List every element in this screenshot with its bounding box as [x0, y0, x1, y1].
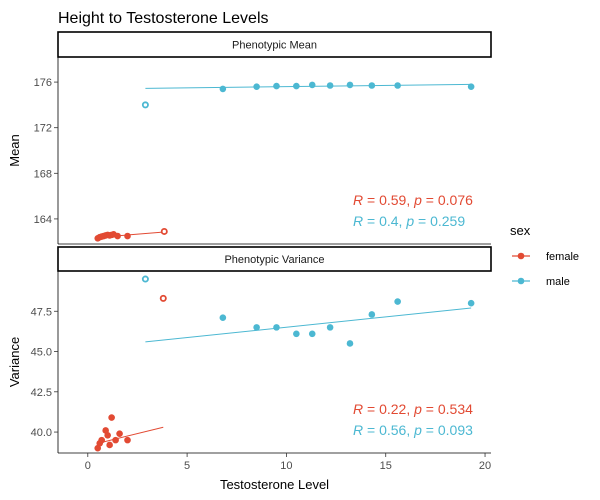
outlier-point [141, 275, 149, 283]
facet-phenotypic-variance: Phenotypic Variance 40.0 42.5 45.0 47.5 Varia… [7, 246, 492, 454]
y-tick-label: 45.0 [31, 347, 52, 359]
data-point [104, 431, 111, 439]
legend-item-male: male [546, 276, 570, 288]
facet-strip-label: Phenotypic Variance [224, 254, 324, 266]
data-point [116, 430, 123, 437]
y-tick-label: 176 [34, 77, 52, 89]
data-point [394, 298, 401, 305]
data-point [293, 82, 300, 90]
y-tick-label: 168 [34, 168, 52, 180]
y-tick-label: 42.5 [31, 387, 52, 399]
fit-line [97, 426, 164, 444]
series-female: R = 0.59, p = 0.076 [94, 192, 473, 242]
facet-strip [57, 31, 492, 58]
data-point [326, 82, 334, 89]
correlation-annotation: R = 0.22, p = 0.534 [353, 401, 473, 417]
data-point [293, 330, 300, 338]
data-point [253, 324, 260, 331]
x-axis: 0 5 10 15 20 [85, 453, 491, 472]
data-point [308, 330, 316, 338]
data-point [112, 436, 119, 444]
correlation-annotation: R = 0.56, p = 0.093 [353, 422, 473, 438]
y-tick-label: 164 [34, 214, 52, 226]
data-point [394, 82, 401, 89]
legend: sex female male [510, 223, 579, 288]
correlation-annotation: R = 0.4, p = 0.259 [353, 213, 465, 229]
x-tick-label: 0 [85, 460, 91, 472]
data-point [114, 232, 121, 240]
outlier-point [160, 227, 168, 235]
legend-title: sex [510, 223, 531, 238]
data-point [98, 436, 105, 444]
x-axis-title: Testosterone Level [220, 477, 329, 492]
data-point [219, 85, 227, 93]
data-point [326, 324, 334, 331]
fit-line [145, 83, 472, 89]
y-tick-label: 40.0 [31, 427, 52, 439]
series-male: R = 0.56, p = 0.093 [141, 275, 475, 438]
fit-line [145, 307, 472, 343]
data-point [106, 441, 113, 449]
data-point [273, 82, 280, 90]
y-axis-title: Mean [7, 134, 22, 167]
outlier-point [159, 294, 167, 302]
data-point [346, 340, 354, 347]
data-point [308, 81, 316, 89]
data-point [108, 414, 115, 421]
data-point [273, 324, 280, 331]
legend-key-point [517, 252, 525, 260]
data-point [467, 299, 475, 307]
y-axis-title: Variance [7, 337, 22, 387]
legend-key-point [517, 277, 525, 285]
facet-strip-label: Phenotypic Mean [232, 40, 317, 52]
series-female: R = 0.22, p = 0.534 [94, 294, 473, 452]
data-point [346, 81, 354, 89]
x-tick-label: 10 [280, 460, 292, 472]
data-point [467, 83, 475, 90]
data-point [124, 232, 131, 240]
data-point [124, 436, 131, 444]
series-male: R = 0.4, p = 0.259 [141, 81, 475, 229]
data-point [219, 314, 227, 322]
correlation-annotation: R = 0.59, p = 0.076 [353, 192, 473, 208]
facet-strip [57, 246, 492, 272]
x-tick-label: 20 [479, 460, 491, 472]
outlier-point [141, 101, 149, 109]
x-tick-label: 15 [380, 460, 392, 472]
data-point [368, 82, 376, 89]
y-tick-label: 172 [34, 123, 52, 135]
y-tick-label: 47.5 [31, 306, 52, 318]
x-tick-label: 5 [184, 460, 190, 472]
chart-title: Height to Testosterone Levels [58, 10, 269, 27]
legend-item-female: female [546, 251, 579, 263]
data-point [253, 83, 260, 90]
facet-phenotypic-mean: Phenotypic Mean 164 168 172 176 Mean R = 0.59,… [7, 31, 492, 245]
data-point [368, 311, 376, 318]
